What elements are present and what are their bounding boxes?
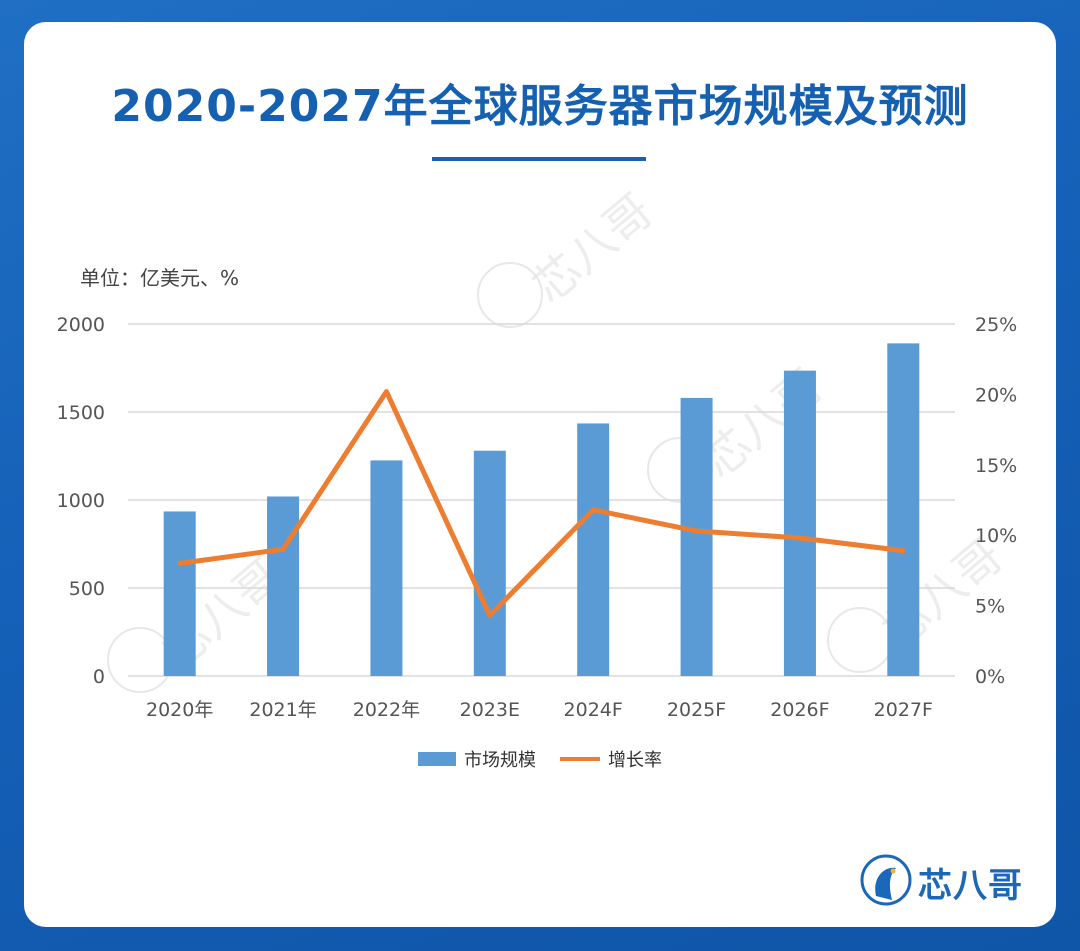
brand-logo xyxy=(860,854,912,906)
line-point xyxy=(488,613,492,617)
x-tick-label: 2024F xyxy=(564,699,623,721)
x-tick-label: 2027F xyxy=(874,699,933,721)
legend: 市场规模 增长率 xyxy=(418,750,662,771)
line-point xyxy=(798,536,802,540)
legend-swatch-bar xyxy=(418,752,456,766)
bird-eye-icon xyxy=(890,868,896,874)
x-tick-label: 2026F xyxy=(770,699,829,721)
line-point xyxy=(901,549,905,553)
line-point xyxy=(591,508,595,512)
right-tick-label: 10% xyxy=(975,525,1017,547)
bar xyxy=(370,460,403,676)
watermark-text: 芯八哥 xyxy=(522,183,662,313)
bar xyxy=(783,370,816,676)
line-point xyxy=(281,547,285,551)
title-underline xyxy=(432,157,646,161)
right-tick-label: 5% xyxy=(975,596,1005,618)
brand-logo-icon xyxy=(860,854,912,906)
x-tick-label: 2023E xyxy=(460,699,520,721)
left-axis-labels: 0 500 1000 1500 2000 xyxy=(57,314,105,688)
right-tick-label: 25% xyxy=(975,314,1017,336)
x-tick-label: 2021年 xyxy=(249,699,316,721)
legend-label-bar: 市场规模 xyxy=(464,750,536,771)
brand-logo-text: 芯八哥 xyxy=(918,866,1023,906)
bar xyxy=(887,343,920,676)
legend-label-line: 增长率 xyxy=(608,750,662,771)
line-point xyxy=(178,561,182,565)
x-tick-label: 2025F xyxy=(667,699,726,721)
x-tick-label: 2022年 xyxy=(353,699,420,721)
bars xyxy=(163,343,920,676)
gridlines xyxy=(128,323,955,677)
left-tick-label: 1000 xyxy=(57,490,105,512)
left-tick-label: 2000 xyxy=(57,314,105,336)
bar xyxy=(163,511,196,676)
line-point xyxy=(384,390,388,394)
line-point xyxy=(695,529,699,533)
bar xyxy=(473,450,506,676)
growth-line xyxy=(177,389,906,618)
watermark-logo xyxy=(477,262,543,328)
right-axis-labels: 0% 5% 10% 15% 20% 25% xyxy=(975,314,1017,688)
growth-line-path xyxy=(177,389,906,618)
bar xyxy=(680,397,713,676)
bar xyxy=(267,496,300,676)
right-tick-label: 20% xyxy=(975,384,1017,406)
x-tick-label: 2020年 xyxy=(146,699,213,721)
left-tick-label: 1500 xyxy=(57,402,105,424)
page-title: 2020-2027年全球服务器市场规模及预测 xyxy=(111,81,969,132)
bird-icon xyxy=(875,867,896,900)
bar xyxy=(577,423,610,676)
chart-card xyxy=(24,22,1056,927)
unit-label: 单位：亿美元、% xyxy=(80,266,240,290)
x-axis-labels: 2020年 2021年 2022年 2023E 2024F 2025F 2026F 2027F xyxy=(146,699,933,721)
left-tick-label: 0 xyxy=(93,666,105,688)
right-tick-label: 15% xyxy=(975,455,1017,477)
right-tick-label: 0% xyxy=(975,666,1005,688)
left-tick-label: 500 xyxy=(69,578,105,600)
